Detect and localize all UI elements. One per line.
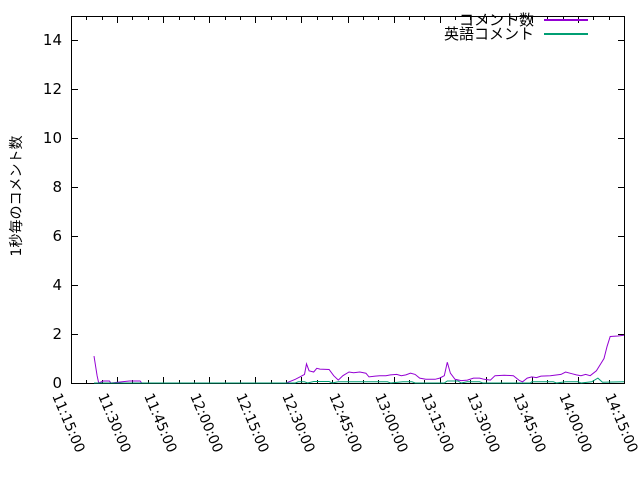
y-tick-label: 8 [52,178,62,197]
legend-row-comments: コメント数 [444,11,588,29]
legend-row-english-comments: 英語コメント [443,25,588,43]
legend-line-sample-green [544,33,588,35]
series-line-0 [93,334,625,384]
y-tick-label: 4 [52,276,62,295]
legend: コメント数 英語コメント [443,11,588,43]
legend-line-sample-purple [544,19,588,21]
plot-border [71,16,625,384]
y-tick-label: 14 [42,31,62,50]
y-tick-label: 10 [42,129,62,148]
series-line-1 [94,377,625,384]
legend-label-english-comments: 英語コメント [443,25,534,43]
y-tick-label: 0 [52,374,62,392]
legend-label-comments: コメント数 [458,11,534,29]
y-tick-label: 2 [52,325,62,344]
y-tick-label: 12 [42,80,62,99]
y-tick-label: 6 [52,227,62,246]
